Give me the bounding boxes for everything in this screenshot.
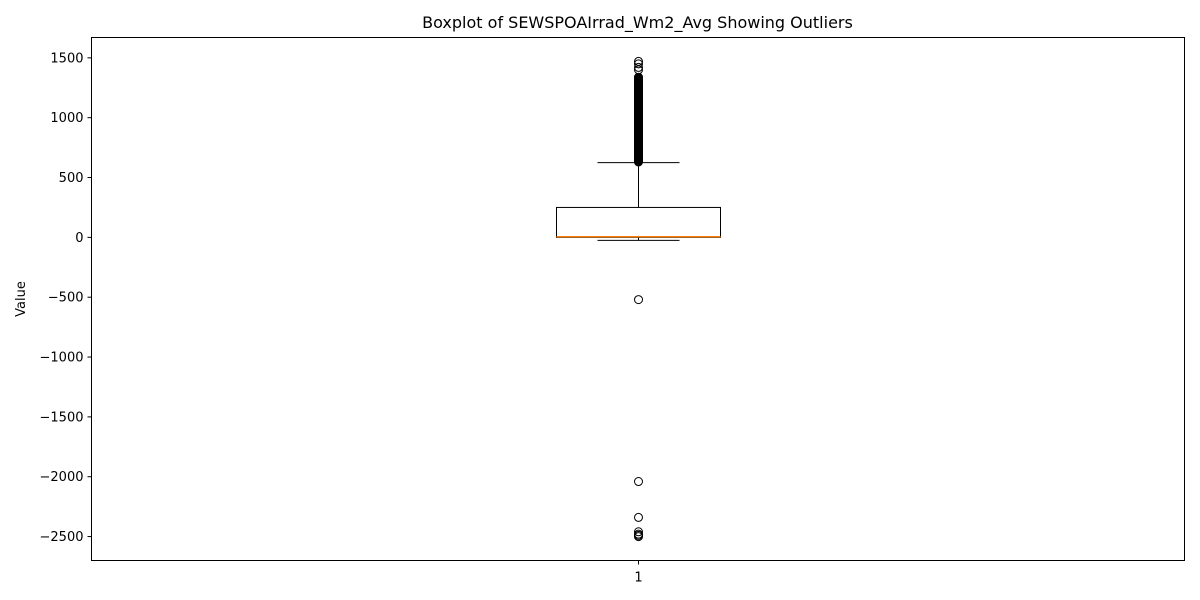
outlier-point [634,72,643,82]
y-tick-label: −500 [48,291,84,306]
outlier-point [634,527,643,537]
y-tick-label: 1500 [50,51,83,66]
outlier-points [634,56,643,542]
y-axis: 1500 1000 500 0 −500 −1000 −1500 −2000 −2500 [40,51,92,545]
y-axis-label: Value [14,281,29,317]
box-series [556,162,721,241]
iqr-box [556,206,721,238]
x-axis: 1 [634,560,643,586]
y-tick-label: −2000 [40,470,84,485]
outlier-point [634,62,643,72]
outlier-point [634,295,643,305]
outlier-point [634,477,643,487]
x-tick-label: 1 [634,571,642,586]
y-tick-label: −1000 [40,351,84,366]
outlier-point [634,532,643,542]
plot-area-frame [91,37,1185,561]
chart-title: Boxplot of SEWSPOAIrrad_Wm2_Avg Showing … [422,13,853,33]
y-tick-label: 1000 [50,111,83,126]
outlier-point [634,65,643,75]
outlier-point [634,512,643,522]
y-tick-label: −1500 [40,410,84,425]
outlier-point [634,59,643,69]
y-tick-label: −2500 [40,530,84,545]
y-tick-label: 0 [75,231,83,246]
y-tick-label: 500 [59,171,84,186]
